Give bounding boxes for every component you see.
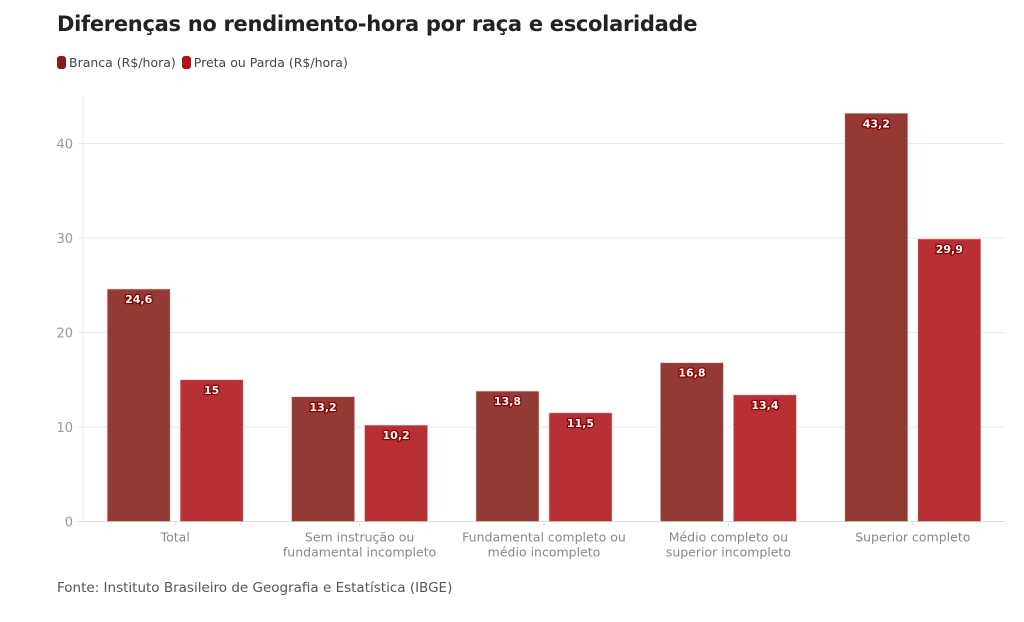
data-label: 15 xyxy=(204,384,219,397)
legend-item-branca[interactable]: Branca (R$/hora) xyxy=(57,55,176,70)
data-label: 13,8 xyxy=(494,395,521,408)
x-category-label: superior incompleto xyxy=(666,545,791,560)
x-category-label: Total xyxy=(160,530,190,545)
legend-item-preta-parda[interactable]: Preta ou Parda (R$/hora) xyxy=(181,55,348,70)
x-category-label: fundamental incompleto xyxy=(283,545,436,560)
x-category-label: Fundamental completo ou xyxy=(462,530,626,545)
y-tick-label: 30 xyxy=(56,232,73,247)
data-label: 29,9 xyxy=(936,243,963,256)
source-note: Fonte: Instituto Brasileiro de Geografia… xyxy=(57,580,453,596)
y-tick-label: 20 xyxy=(56,327,73,342)
data-label: 43,2 xyxy=(863,117,890,130)
x-category-label: Superior completo xyxy=(855,530,970,545)
bar-branca[interactable] xyxy=(291,396,355,522)
data-label: 24,6 xyxy=(125,293,152,306)
legend-label-branca: Branca (R$/hora) xyxy=(69,55,176,70)
data-label: 11,5 xyxy=(567,417,594,430)
y-tick-label: 40 xyxy=(56,138,73,153)
bar-preta-parda[interactable] xyxy=(917,238,982,522)
bar-branca[interactable] xyxy=(844,112,909,522)
bar-branca[interactable] xyxy=(475,390,540,522)
chart-title: Diferenças no rendimento-hora por raça e… xyxy=(57,12,698,36)
data-label: 13,2 xyxy=(310,401,337,414)
data-label: 16,8 xyxy=(678,367,705,380)
bar-preta-parda[interactable] xyxy=(179,379,244,522)
legend-label-preta-parda: Preta ou Parda (R$/hora) xyxy=(193,55,348,70)
y-tick-label: 10 xyxy=(56,421,73,436)
bar-branca[interactable] xyxy=(106,288,171,522)
legend: Branca (R$/hora) Preta ou Parda (R$/hora… xyxy=(57,55,354,70)
legend-swatch-branca xyxy=(57,56,66,69)
bar-preta-parda[interactable] xyxy=(364,424,428,522)
data-label: 10,2 xyxy=(383,429,410,442)
x-category-label: Médio completo ou xyxy=(669,530,788,545)
bar-branca[interactable] xyxy=(660,362,724,522)
data-label: 13,4 xyxy=(751,399,778,412)
bar-preta-parda[interactable] xyxy=(548,412,613,522)
y-tick-label: 0 xyxy=(65,516,73,531)
x-category-label: Sem instrução ou xyxy=(305,530,414,545)
legend-swatch-preta-parda xyxy=(181,56,191,69)
bar-preta-parda[interactable] xyxy=(733,394,797,522)
x-category-label: médio incompleto xyxy=(488,545,601,560)
